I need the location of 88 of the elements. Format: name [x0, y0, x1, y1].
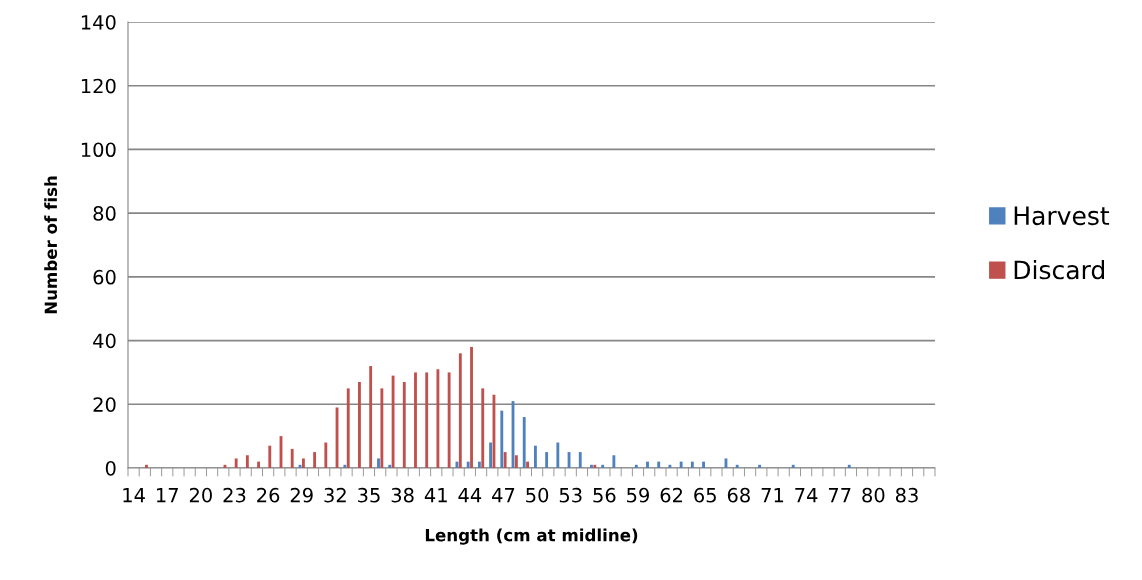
bar: [466, 461, 470, 468]
bar: [556, 442, 560, 468]
bar: [436, 369, 440, 468]
x-tick-label: 50: [526, 487, 549, 503]
bar: [447, 372, 451, 468]
x-tick-label: 80: [862, 487, 885, 503]
bar: [369, 366, 373, 468]
y-axis-title: Number of fish: [44, 176, 58, 314]
x-tick-label: 20: [189, 487, 212, 503]
bar: [593, 464, 597, 468]
bar: [646, 461, 649, 468]
x-tick-label: 71: [761, 488, 784, 503]
y-tick-label: 80: [93, 206, 116, 221]
legend-label: Harvest: [1014, 206, 1110, 226]
bar: [679, 461, 683, 468]
bar: [470, 346, 473, 468]
bar: [601, 464, 605, 468]
x-tick-label: 44: [458, 488, 482, 503]
y-tick-label: 0: [105, 460, 116, 476]
bar: [377, 458, 380, 468]
x-tick-label: 47: [492, 488, 515, 503]
y-tick-label: 60: [93, 269, 116, 285]
bar: [245, 455, 249, 468]
bar: [578, 452, 582, 468]
bar: [533, 445, 537, 468]
bar: [234, 458, 238, 468]
x-tick-label: 35: [358, 487, 380, 503]
x-tick-label: 77: [828, 488, 851, 503]
bar: [657, 461, 661, 468]
bar: [477, 461, 481, 468]
y-tick-label: 100: [81, 142, 116, 158]
x-tick-label: 23: [223, 487, 246, 503]
bar: [526, 461, 530, 468]
bar: [388, 464, 392, 468]
bar: [301, 458, 305, 468]
bar: [634, 464, 638, 468]
bar: [522, 417, 526, 468]
bar: [380, 388, 384, 468]
x-axis-title: Length (cm at midline): [425, 528, 638, 545]
bar: [313, 452, 317, 468]
y-tick-label: 140: [81, 14, 116, 30]
x-tick-label: 59: [627, 487, 649, 503]
bar: [500, 410, 504, 468]
bar: [458, 353, 462, 468]
bar: [346, 388, 350, 468]
bar: [343, 464, 347, 468]
bar: [402, 381, 406, 468]
bar: [690, 461, 694, 468]
x-tick-label: 62: [660, 487, 683, 503]
bar: [290, 448, 294, 468]
bar: [514, 455, 518, 468]
legend-label: Discard: [1014, 260, 1104, 280]
x-tick-label: 38: [391, 487, 414, 503]
bar: [702, 461, 705, 468]
x-tick-label: 26: [257, 487, 280, 503]
bar: [545, 452, 549, 468]
x-tick-label: 65: [694, 487, 716, 503]
bar: [358, 381, 361, 468]
x-tick-label: 29: [290, 487, 313, 503]
y-tick-label: 120: [81, 78, 116, 94]
y-tick-label: 40: [93, 333, 116, 349]
x-tick-label: 56: [593, 487, 616, 503]
x-tick-label: 68: [727, 487, 750, 503]
bar: [257, 461, 261, 468]
x-tick-label: 41: [424, 488, 447, 503]
bar: [489, 442, 493, 468]
bar: [612, 455, 616, 468]
x-tick-label: 17: [156, 488, 178, 503]
bar: [847, 464, 851, 468]
y-tick-label: 20: [93, 397, 116, 412]
bar: [145, 464, 148, 468]
bar: [791, 464, 795, 468]
x-tick-label: 53: [559, 487, 582, 503]
x-tick-label: 14: [123, 488, 145, 503]
x-tick-label: 32: [324, 487, 346, 503]
x-tick-label: 83: [895, 487, 918, 503]
bar: [503, 452, 507, 468]
bar: [735, 464, 739, 468]
bar: [414, 372, 417, 468]
bar: [758, 464, 762, 468]
bar: [324, 442, 328, 468]
bar: [268, 445, 272, 468]
bar: [391, 375, 395, 468]
bar: [481, 388, 485, 468]
x-tick-label: 74: [795, 488, 818, 503]
bar: [668, 464, 672, 468]
bar: [425, 372, 429, 468]
bar: [590, 464, 593, 468]
